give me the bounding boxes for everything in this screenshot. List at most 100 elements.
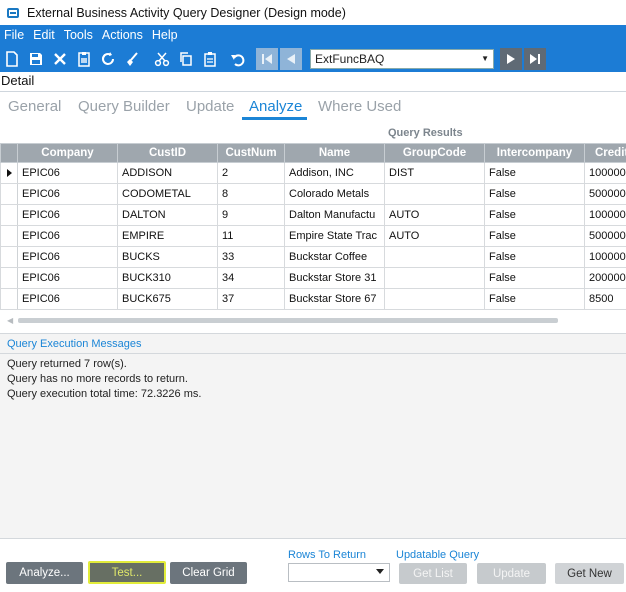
tab-analyze[interactable]: Analyze	[249, 98, 303, 115]
table-cell[interactable]: 33	[217, 246, 285, 268]
table-cell[interactable]: AUTO	[384, 204, 485, 226]
table-cell[interactable]: False	[484, 204, 585, 226]
table-cell[interactable]: 8	[217, 183, 285, 205]
cut-icon[interactable]	[150, 47, 174, 71]
table-cell[interactable]: 500000	[584, 183, 626, 205]
tab-update[interactable]: Update	[186, 98, 235, 115]
horizontal-scrollbar[interactable]: ◀	[0, 313, 626, 327]
scroll-left-icon[interactable]: ◀	[7, 316, 14, 325]
copy-icon[interactable]	[174, 47, 198, 71]
table-row[interactable]: EPIC06 ADDISON 2 Addison, INC DIST False 10000…	[0, 162, 626, 184]
table-cell[interactable]: Buckstar Coffee	[284, 246, 385, 268]
table-row[interactable]: EPIC06 EMPIRE 11 Empire State Trac AUTO False…	[0, 225, 626, 247]
table-cell[interactable]: ADDISON	[117, 162, 218, 184]
table-cell[interactable]: False	[484, 288, 585, 310]
table-cell[interactable]: 8500	[584, 288, 626, 310]
column-header[interactable]: CustID	[117, 143, 218, 163]
table-cell[interactable]: False	[484, 162, 585, 184]
table-cell[interactable]: False	[484, 267, 585, 289]
table-cell[interactable]: 11	[217, 225, 285, 247]
table-row[interactable]: EPIC06 BUCK675 37 Buckstar Store 67 False 850…	[0, 288, 626, 310]
clipboard-icon[interactable]	[72, 47, 96, 71]
table-cell[interactable]	[384, 246, 485, 268]
row-selector[interactable]	[0, 204, 18, 226]
table-cell[interactable]: 9	[217, 204, 285, 226]
test-button[interactable]: Test...	[88, 561, 166, 584]
table-cell[interactable]: 1000000	[584, 162, 626, 184]
clear-icon[interactable]	[120, 47, 144, 71]
table-cell[interactable]: Addison, INC	[284, 162, 385, 184]
menu-tools[interactable]: Tools	[63, 28, 93, 42]
last-record-icon[interactable]	[524, 47, 546, 70]
table-cell[interactable]: False	[484, 183, 585, 205]
tab-where-used[interactable]: Where Used	[318, 98, 402, 115]
table-row[interactable]: EPIC06 CODOMETAL 8 Colorado Metals False 5000…	[0, 183, 626, 205]
table-cell[interactable]: EPIC06	[17, 288, 118, 310]
table-cell[interactable]	[384, 183, 485, 205]
scrollbar-thumb[interactable]	[18, 318, 558, 323]
get-new-button[interactable]: Get New	[555, 563, 624, 584]
table-cell[interactable]	[384, 267, 485, 289]
tab-query-builder[interactable]: Query Builder	[78, 98, 170, 115]
rows-to-return-select[interactable]	[288, 563, 390, 582]
column-header[interactable]: CustNum	[217, 143, 285, 163]
table-cell[interactable]: 1000000	[584, 204, 626, 226]
table-cell[interactable]: BUCK675	[117, 288, 218, 310]
table-cell[interactable]: 2000000	[584, 267, 626, 289]
next-record-icon[interactable]	[500, 47, 522, 70]
table-cell[interactable]: DIST	[384, 162, 485, 184]
row-selector[interactable]	[0, 225, 18, 247]
menu-help[interactable]: Help	[151, 28, 178, 42]
tab-general[interactable]: General	[8, 98, 62, 115]
menu-edit[interactable]: Edit	[33, 28, 55, 42]
table-cell[interactable]: 2	[217, 162, 285, 184]
table-cell[interactable]: EPIC06	[17, 267, 118, 289]
clear-grid-button[interactable]: Clear Grid	[170, 562, 247, 584]
update-button[interactable]: Update	[477, 563, 546, 584]
refresh-icon[interactable]	[96, 47, 120, 71]
new-icon[interactable]	[0, 47, 24, 71]
table-cell[interactable]: EPIC06	[17, 204, 118, 226]
save-icon[interactable]	[24, 47, 48, 71]
column-header[interactable]: GroupCode	[384, 143, 485, 163]
table-cell[interactable]: Dalton Manufactu	[284, 204, 385, 226]
table-cell[interactable]: EPIC06	[17, 225, 118, 247]
paste-icon[interactable]	[198, 47, 222, 71]
analyze-button[interactable]: Analyze...	[6, 562, 83, 584]
menu-file[interactable]: File	[4, 28, 25, 42]
previous-record-icon[interactable]	[280, 47, 302, 70]
table-cell[interactable]: EPIC06	[17, 246, 118, 268]
column-header[interactable]: Intercompany	[484, 143, 585, 163]
menu-actions[interactable]: Actions	[101, 28, 143, 42]
table-cell[interactable]: 37	[217, 288, 285, 310]
table-row[interactable]: EPIC06 BUCK310 34 Buckstar Store 31 False 200…	[0, 267, 626, 289]
get-list-button[interactable]: Get List	[399, 563, 467, 584]
baq-select[interactable]: ExtFuncBAQ ▼	[310, 48, 494, 69]
table-cell[interactable]: CODOMETAL	[117, 183, 218, 205]
first-record-icon[interactable]	[256, 47, 278, 70]
table-cell[interactable]: Empire State Trac	[284, 225, 385, 247]
table-cell[interactable]	[384, 288, 485, 310]
delete-icon[interactable]	[48, 47, 72, 71]
column-header[interactable]: Company	[17, 143, 118, 163]
table-cell[interactable]: False	[484, 225, 585, 247]
table-cell[interactable]: Buckstar Store 31	[284, 267, 385, 289]
row-selector[interactable]	[0, 288, 18, 310]
table-cell[interactable]: 34	[217, 267, 285, 289]
table-cell[interactable]: 1000000	[584, 246, 626, 268]
table-cell[interactable]: Buckstar Store 67	[284, 288, 385, 310]
table-cell[interactable]: 500000	[584, 225, 626, 247]
column-header[interactable]: Name	[284, 143, 385, 163]
row-selector[interactable]	[0, 183, 18, 205]
table-cell[interactable]: AUTO	[384, 225, 485, 247]
table-cell[interactable]: EPIC06	[17, 183, 118, 205]
row-selector[interactable]	[0, 162, 18, 184]
table-cell[interactable]: BUCK310	[117, 267, 218, 289]
row-selector[interactable]	[0, 246, 18, 268]
table-cell[interactable]: EPIC06	[17, 162, 118, 184]
table-cell[interactable]: Colorado Metals	[284, 183, 385, 205]
table-cell[interactable]: BUCKS	[117, 246, 218, 268]
row-selector[interactable]	[0, 267, 18, 289]
table-cell[interactable]: False	[484, 246, 585, 268]
